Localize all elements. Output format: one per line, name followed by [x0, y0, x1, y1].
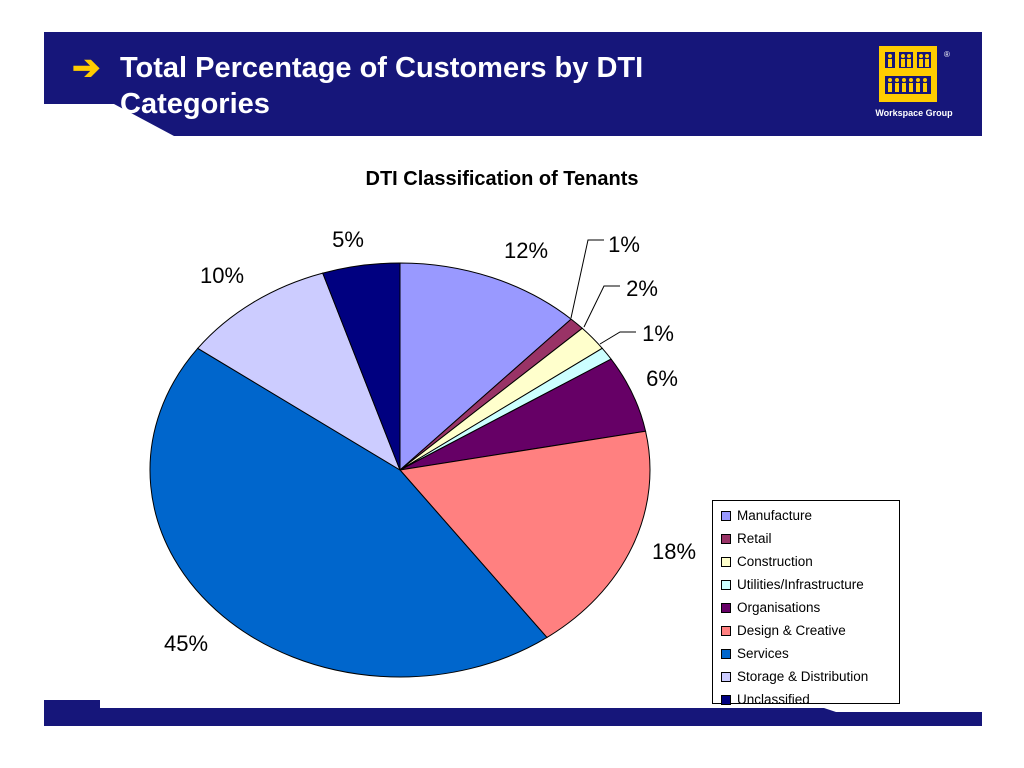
header-banner — [44, 32, 982, 136]
legend-swatch — [721, 648, 731, 659]
footer-bar — [44, 700, 982, 726]
data-label: 12% — [504, 238, 548, 263]
chart-legend: Manufacture Retail Construction Utilities/I… — [712, 500, 900, 707]
legend-label: Retail — [737, 531, 772, 546]
legend-label: Storage & Distribution — [737, 669, 869, 684]
legend-swatch — [721, 510, 731, 521]
logo-text: Workspace Group — [875, 108, 953, 118]
slide-title: Total Percentage of Customers by DTI Cat… — [120, 52, 644, 120]
legend-item: Utilities/Infrastructure — [721, 573, 899, 596]
legend-swatch — [721, 533, 731, 544]
pie-slice-manufacture — [399, 262, 572, 472]
registered-mark: ® — [944, 50, 950, 59]
legend-item: Retail — [721, 527, 899, 550]
data-label: 18% — [652, 539, 696, 564]
legend-label: Unclassified — [737, 692, 810, 707]
chart-title: DTI Classification of Tenants — [365, 168, 639, 190]
legend-swatch — [721, 556, 731, 567]
legend-label: Utilities/Infrastructure — [737, 577, 864, 592]
footer-shape — [44, 700, 982, 726]
data-label: 45% — [164, 631, 208, 656]
data-label: 10% — [200, 263, 244, 288]
legend-item: Organisations — [721, 596, 899, 619]
legend-label: Manufacture — [737, 508, 813, 523]
legend-item: Design & Creative — [721, 619, 899, 642]
legend-swatch — [721, 671, 731, 682]
legend-swatch — [721, 579, 731, 590]
pie-slice-storage-distribution — [196, 272, 402, 472]
legend-item: Unclassified — [721, 688, 899, 711]
legend-label: Construction — [737, 554, 813, 569]
slide-title-block: ➔ Total Percentage of Customers by DTI C… — [72, 50, 760, 122]
pie-slice-services — [149, 347, 548, 678]
leader-line — [583, 285, 620, 328]
leader-line — [599, 331, 636, 345]
data-label: 1% — [608, 232, 640, 257]
legend-item: Services — [721, 642, 899, 665]
pie-slice-design-creative — [399, 430, 651, 639]
legend-label: Design & Creative — [737, 623, 846, 638]
leader-line — [570, 239, 604, 319]
banner-shape — [44, 32, 982, 136]
workspace-group-logo: ® Workspace Group — [868, 46, 960, 126]
legend-item: Construction — [721, 550, 899, 573]
data-label: 2% — [626, 276, 658, 301]
data-label: 1% — [642, 321, 674, 346]
legend-item: Storage & Distribution — [721, 665, 899, 688]
legend-item: Manufacture — [721, 504, 899, 527]
data-label: 6% — [646, 366, 678, 391]
legend-label: Organisations — [737, 600, 821, 615]
right-arrow-icon: ➔ — [72, 49, 101, 87]
legend-swatch — [721, 625, 731, 636]
legend-swatch — [721, 694, 731, 705]
people-grid-icon — [879, 46, 937, 102]
legend-swatch — [721, 602, 731, 613]
legend-label: Services — [737, 646, 789, 661]
data-label: 5% — [332, 227, 364, 252]
pie-slice-unclassified — [322, 262, 401, 471]
